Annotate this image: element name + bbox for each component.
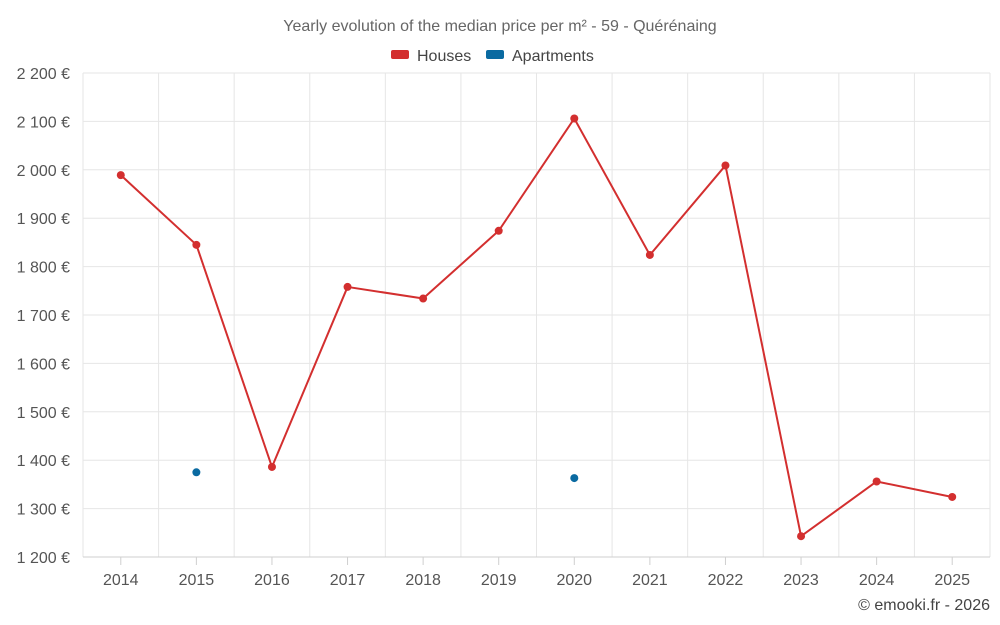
legend-label-apartments: Apartments	[512, 48, 594, 65]
data-point-houses-2018[interactable]	[419, 294, 428, 303]
x-tick-label-2016: 2016	[254, 572, 290, 589]
x-tick-label-2020: 2020	[556, 572, 592, 589]
series-layer	[116, 114, 957, 541]
y-tick-label: 1 200 €	[17, 550, 70, 567]
chart-title: Yearly evolution of the median price per…	[283, 18, 716, 35]
data-point-houses-2021[interactable]	[645, 250, 654, 259]
y-tick-label: 1 700 €	[17, 308, 70, 325]
data-point-houses-2022[interactable]	[721, 161, 730, 170]
data-point-houses-2019[interactable]	[494, 226, 503, 235]
x-tick-label-2023: 2023	[783, 572, 819, 589]
data-point-houses-2014[interactable]	[116, 171, 125, 180]
legend-swatch-apartments	[486, 50, 504, 59]
data-point-apartments-2015[interactable]	[192, 468, 201, 477]
legend-label-houses: Houses	[417, 48, 471, 65]
legend-item-apartments[interactable]: Apartments	[486, 48, 594, 65]
data-point-houses-2025[interactable]	[948, 492, 957, 501]
x-axis: 2014 2015 2016 2017 2018 2019 2020 2021 2022 2023…	[83, 556, 990, 589]
y-tick-label: 2 200 €	[17, 66, 70, 83]
y-tick-label: 1 800 €	[17, 260, 70, 277]
data-point-houses-2017[interactable]	[343, 282, 352, 291]
y-tick-label: 2 000 €	[17, 163, 70, 180]
y-tick-label: 2 100 €	[17, 114, 70, 131]
x-tick-label-2018: 2018	[405, 572, 441, 589]
y-tick-label: 1 300 €	[17, 502, 70, 519]
series-line-houses	[120, 117, 953, 538]
y-tick-label: 1 500 €	[17, 405, 70, 422]
x-tick-label-2014: 2014	[103, 572, 139, 589]
credit-text: © emooki.fr - 2026	[858, 597, 990, 614]
data-point-apartments-2020[interactable]	[570, 474, 579, 483]
legend[interactable]: Houses Apartments	[391, 48, 594, 65]
data-point-houses-2023[interactable]	[797, 532, 806, 541]
grid	[82, 72, 991, 558]
y-axis: 1 200 € 1 300 € 1 400 € 1 500 € 1 600 € 1 700…	[17, 66, 70, 567]
x-tick-label-2019: 2019	[481, 572, 517, 589]
x-tick-label-2025: 2025	[934, 572, 970, 589]
y-tick-label: 1 600 €	[17, 356, 70, 373]
x-tick-label-2021: 2021	[632, 572, 668, 589]
y-tick-label: 1 400 €	[17, 453, 70, 470]
data-point-houses-2015[interactable]	[192, 240, 201, 249]
x-tick-label-2015: 2015	[179, 572, 215, 589]
legend-swatch-houses	[391, 50, 409, 59]
y-tick-label: 1 900 €	[17, 211, 70, 228]
legend-item-houses[interactable]: Houses	[391, 48, 471, 65]
data-point-houses-2016[interactable]	[267, 462, 276, 471]
x-tick-label-2017: 2017	[330, 572, 366, 589]
data-point-houses-2024[interactable]	[872, 477, 881, 486]
x-tick-label-2024: 2024	[859, 572, 895, 589]
data-point-houses-2020[interactable]	[570, 114, 579, 123]
x-tick-label-2022: 2022	[708, 572, 744, 589]
